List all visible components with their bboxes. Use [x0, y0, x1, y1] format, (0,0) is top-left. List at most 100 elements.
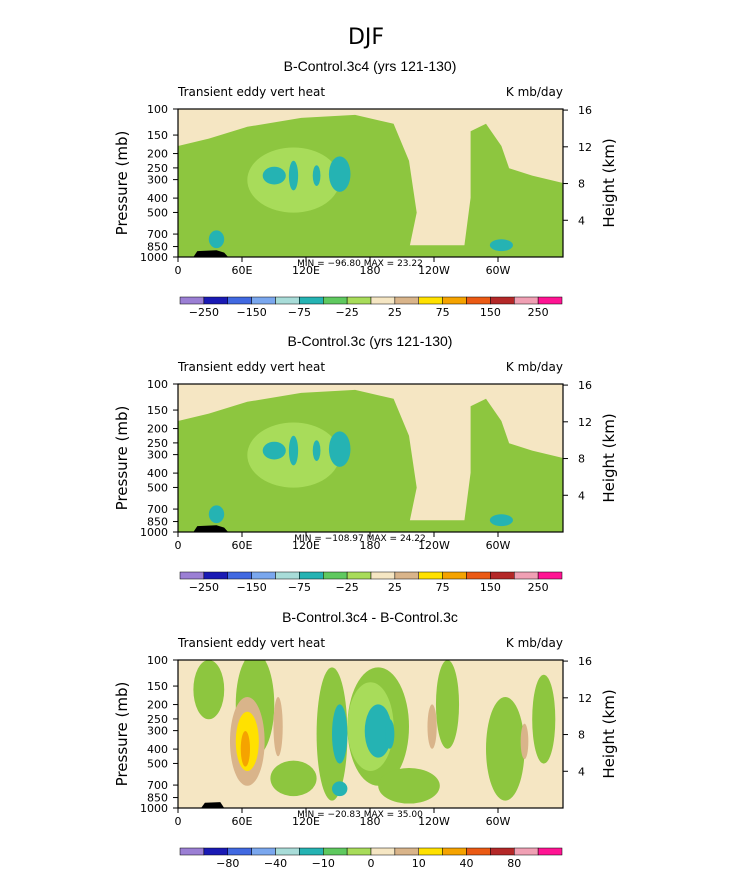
panel-subtitle-right: K mb/day	[506, 360, 563, 374]
y-tick-label: 200	[147, 148, 168, 161]
y-tick-label: 250	[147, 713, 168, 726]
colorbar-label: −25	[336, 581, 359, 594]
region-neg25-surface	[178, 520, 563, 532]
region-neg150-a	[262, 441, 286, 460]
y-tick-label: 850	[147, 792, 168, 805]
min-max-stats: MIN = −96.80 MAX = 23.22	[297, 259, 423, 269]
colorbar-label: 150	[480, 306, 501, 319]
y-tick-label: 100	[147, 654, 168, 667]
colorbar-swatch	[275, 571, 300, 580]
contour-spot-2	[316, 667, 348, 801]
region-neg150-e	[208, 505, 225, 524]
contour-spot-0	[193, 660, 225, 720]
contour-spot-4	[435, 660, 460, 749]
colorbar-swatch	[442, 571, 467, 580]
colorbar-swatch	[346, 571, 372, 580]
y-tick-label: 1000	[140, 802, 168, 815]
min-max-stats: MIN = −108.97 MAX = 24.22	[294, 534, 425, 544]
topography	[193, 525, 229, 532]
y-tick-label: 250	[147, 162, 168, 175]
y-tick-label: 100	[147, 103, 168, 116]
colorbar-label: −250	[189, 581, 219, 594]
colorbar-swatch	[418, 847, 443, 856]
region-neg150-b	[288, 160, 299, 191]
x-tick-label: 180	[360, 539, 381, 552]
colorbar-swatch	[323, 847, 348, 856]
panel-title: B-Control.3c (yrs 121-130)	[288, 333, 453, 349]
colorbar-swatch	[203, 296, 228, 305]
y-tick-label: 500	[147, 206, 168, 219]
contour-field	[178, 109, 563, 257]
panel-subtitle-left: Transient eddy vert heat	[177, 636, 325, 650]
colorbar-label: 75	[436, 581, 450, 594]
y-tick-label: 100	[147, 378, 168, 391]
colorbar-label: 75	[436, 306, 450, 319]
colorbar-swatch	[466, 296, 491, 305]
colorbar-swatch	[299, 847, 324, 856]
colorbar-swatch	[227, 571, 252, 580]
y-right-axis-label: Height (km)	[600, 138, 618, 227]
colorbar-label: −75	[288, 581, 311, 594]
colorbar-label: −150	[237, 581, 267, 594]
region-neg25-west	[462, 398, 563, 532]
colorbar-swatch	[179, 847, 205, 856]
colorbar-label: 25	[388, 306, 402, 319]
contour-spot-7	[378, 768, 440, 804]
colorbar-swatch	[179, 296, 205, 305]
y-right-axis-label: Height (km)	[600, 413, 618, 502]
colorbar-swatch	[418, 571, 443, 580]
y-tick-label: 400	[147, 467, 168, 480]
contour-spot-6	[532, 674, 556, 764]
colorbar-swatch	[514, 847, 539, 856]
colorbar-swatch	[466, 571, 491, 580]
y-tick-label: 1000	[140, 251, 168, 264]
region-neg150-c	[312, 440, 321, 461]
region-neg25-surface	[178, 245, 563, 257]
colorbar-swatch	[251, 847, 276, 856]
x-tick-label: 180	[360, 815, 381, 828]
contour-spot-18	[427, 704, 437, 749]
y-right-axis-label: Height (km)	[600, 689, 618, 778]
contour-spot-11	[364, 704, 392, 758]
region-neg150-a	[262, 166, 286, 185]
y-tick-label: 300	[147, 174, 168, 187]
colorbar-swatch	[394, 847, 419, 856]
colorbar-label: −80	[216, 857, 239, 870]
panel-subtitle-right: K mb/day	[506, 636, 563, 650]
colorbar-swatch	[346, 847, 372, 856]
colorbar-swatch	[227, 847, 252, 856]
colorbar-label: 80	[507, 857, 521, 870]
y-right-tick-label: 12	[578, 416, 592, 429]
x-tick-label: 120W	[418, 539, 450, 552]
y-right-tick-label: 16	[578, 655, 592, 668]
y-tick-label: 700	[147, 228, 168, 241]
contour-field	[178, 384, 563, 532]
contour-spot-12	[385, 719, 395, 749]
region-neg150-d	[328, 431, 351, 467]
colorbar-swatch	[537, 296, 563, 305]
colorbar-swatch	[394, 296, 419, 305]
region-neg150-e	[208, 230, 225, 249]
colorbar-swatch	[537, 571, 563, 580]
colorbar-swatch	[299, 571, 324, 580]
colorbar-swatch	[179, 571, 205, 580]
x-tick-label: 120W	[418, 264, 450, 277]
x-tick-label: 60W	[486, 815, 511, 828]
x-tick-label: 60W	[486, 264, 511, 277]
region-neg150-d	[328, 156, 351, 192]
x-tick-label: 120E	[292, 264, 320, 277]
y-right-tick-label: 12	[578, 141, 592, 154]
y-tick-label: 400	[147, 192, 168, 205]
panel-title: B-Control.3c4 (yrs 121-130)	[284, 58, 457, 74]
y-tick-label: 200	[147, 699, 168, 712]
x-tick-label: 0	[175, 264, 182, 277]
region-neg150-f	[489, 514, 513, 527]
x-tick-label: 60E	[232, 815, 253, 828]
colorbar-label: −250	[189, 306, 219, 319]
colorbar-label: −75	[288, 306, 311, 319]
colorbar-swatch	[514, 571, 539, 580]
y-tick-label: 1000	[140, 526, 168, 539]
y-right-tick-label: 8	[578, 729, 585, 742]
x-tick-label: 0	[175, 539, 182, 552]
